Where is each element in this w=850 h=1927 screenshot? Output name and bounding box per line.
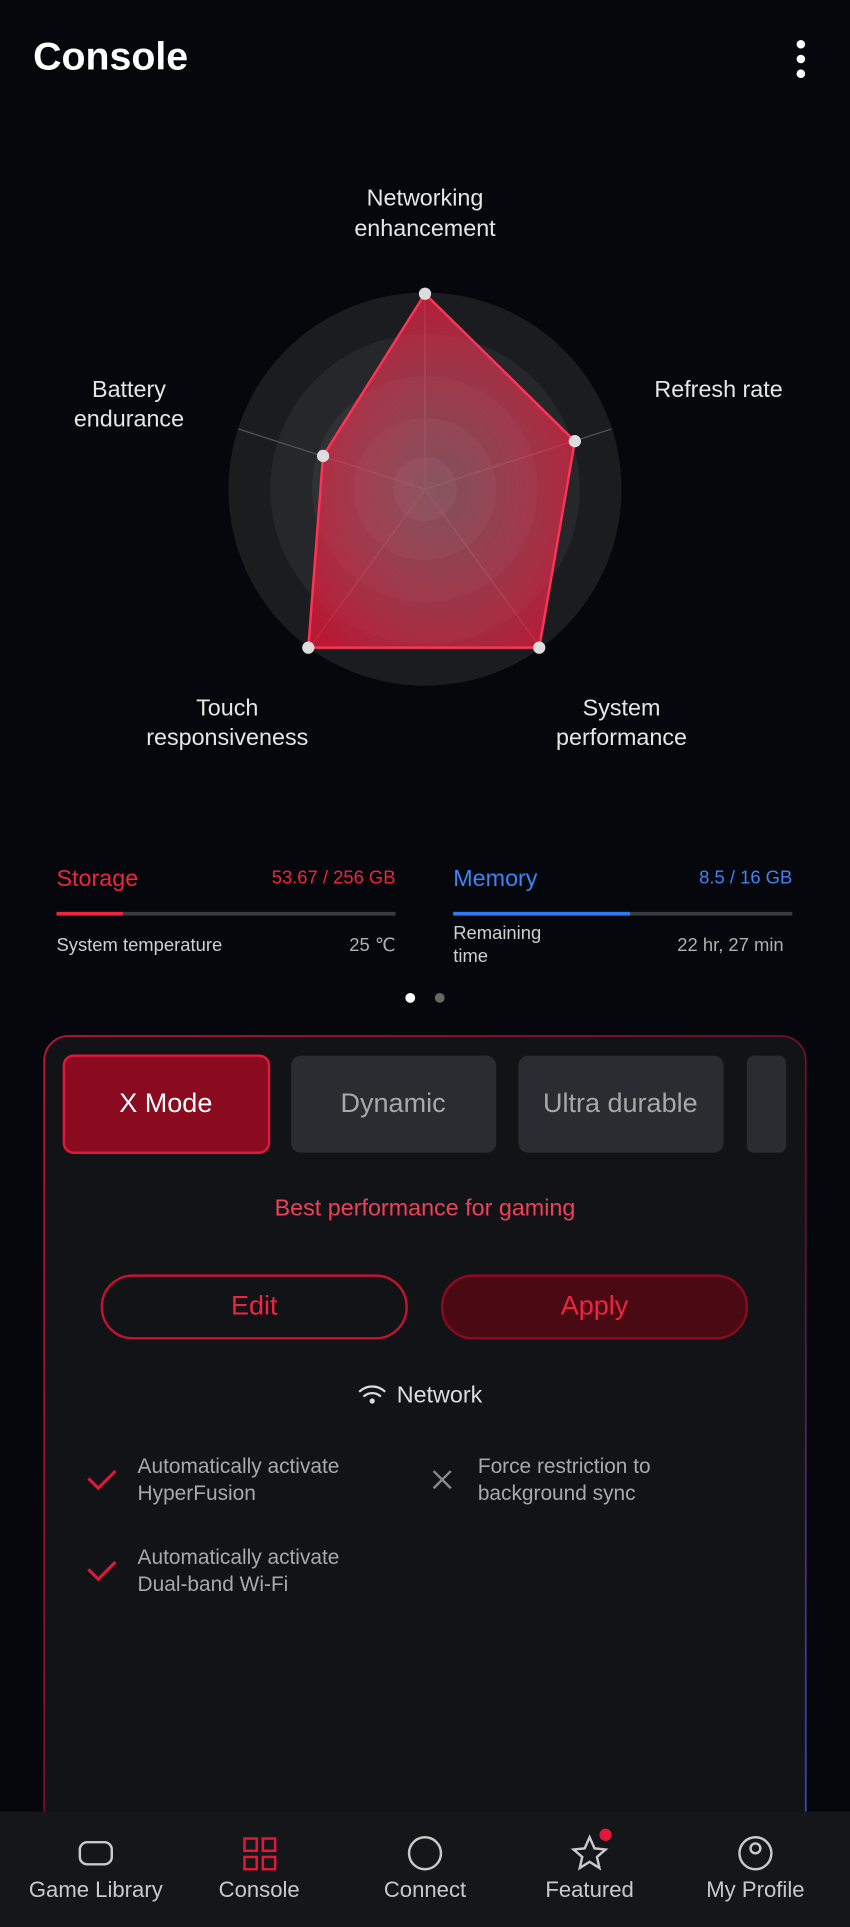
- storage-fill: [56, 911, 123, 916]
- radar-label: Networking: [367, 184, 484, 210]
- cross-icon: [432, 1470, 452, 1490]
- radar-label: Refresh rate: [654, 376, 782, 402]
- option-text: Automatically activate: [138, 1455, 340, 1478]
- mode-tab[interactable]: [518, 1055, 724, 1153]
- nav-label[interactable]: Game Library: [29, 1877, 164, 1902]
- mode-tab-label: X Mode: [119, 1088, 212, 1118]
- check-icon: [87, 1469, 117, 1491]
- radar-label: performance: [556, 724, 687, 750]
- storage-label: Storage: [57, 865, 139, 891]
- radar-label: System: [583, 694, 661, 720]
- more-menu[interactable]: [796, 39, 806, 79]
- network-title: Network: [397, 1381, 483, 1407]
- mode-tab-label: Dynamic: [341, 1088, 446, 1118]
- memory-value: 8.5 / 16 GB: [699, 867, 792, 888]
- edit-label: Edit: [231, 1291, 278, 1321]
- remaining-label: Remaining: [453, 922, 541, 943]
- page-title: Console: [33, 34, 188, 78]
- mode-tab-label: Ultra durable: [543, 1088, 698, 1118]
- apply-button[interactable]: [440, 1274, 749, 1340]
- check-icon: [87, 1560, 117, 1582]
- memory-label: Memory: [453, 865, 538, 891]
- mode-description: Best performance for gaming: [275, 1194, 576, 1220]
- mode-panel: [43, 1035, 807, 1922]
- option-text: HyperFusion: [138, 1482, 256, 1505]
- mode-tab-active[interactable]: [62, 1054, 271, 1154]
- mode-tab-partial[interactable]: [746, 1055, 787, 1153]
- nav-label[interactable]: Console: [219, 1877, 300, 1902]
- radar-label: endurance: [74, 405, 184, 431]
- option-text: Automatically activate: [138, 1546, 340, 1569]
- notification-dot: [599, 1828, 612, 1841]
- radar-label: responsiveness: [146, 724, 308, 750]
- edit-button[interactable]: [100, 1274, 408, 1340]
- apply-label: Apply: [561, 1291, 629, 1321]
- nav-icons: [78, 1834, 773, 1871]
- nav-label[interactable]: Connect: [384, 1877, 466, 1902]
- page-dot[interactable]: [405, 992, 416, 1003]
- radar-label: Touch: [196, 694, 258, 720]
- radar-label: enhancement: [354, 215, 496, 241]
- storage-value: 53.67 / 256 GB: [272, 867, 396, 888]
- mode-tab[interactable]: [291, 1055, 497, 1153]
- remaining-label: time: [453, 945, 488, 966]
- radar: [228, 287, 622, 686]
- wifi-icon: [358, 1385, 386, 1404]
- storage-track: [56, 911, 396, 916]
- temperature-value: 25 ℃: [349, 934, 395, 955]
- option-text: background sync: [478, 1482, 636, 1505]
- option-text: Force restriction to: [478, 1455, 651, 1478]
- memory-fill: [453, 911, 631, 916]
- option-text: Dual-band Wi-Fi: [138, 1573, 289, 1596]
- radar-label: Battery: [92, 376, 166, 402]
- remaining-value: 22 hr, 27 min: [677, 934, 783, 955]
- page-dot[interactable]: [434, 992, 445, 1003]
- nav-label[interactable]: My Profile: [706, 1877, 804, 1902]
- temperature-label: System temperature: [57, 934, 223, 955]
- nav-label[interactable]: Featured: [545, 1877, 633, 1902]
